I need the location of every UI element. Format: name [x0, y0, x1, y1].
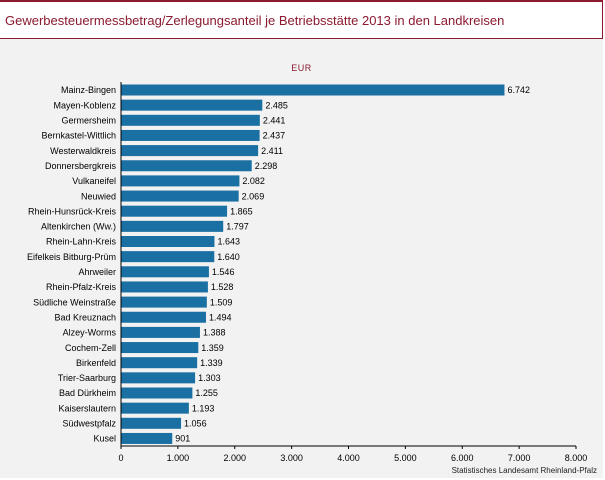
- value-label: 2.485: [265, 100, 288, 110]
- value-label: 2.298: [255, 161, 278, 171]
- category-label: Trier-Saarburg: [58, 373, 116, 383]
- category-label: Bernkastel-Wittlich: [41, 131, 116, 141]
- bar: [121, 251, 215, 263]
- category-label: Vulkaneifel: [72, 176, 116, 186]
- category-label: Birkenfeld: [76, 358, 116, 368]
- category-label: Mainz-Bingen: [61, 85, 116, 95]
- title-divider: [0, 38, 603, 39]
- x-tick-label: 8.000: [565, 453, 588, 463]
- category-label: Rhein-Lahn-Kreis: [46, 237, 117, 247]
- category-label: Bad Kreuznach: [54, 312, 116, 322]
- bar: [121, 296, 207, 308]
- category-label: Rhein-Hunsrück-Kreis: [28, 206, 117, 216]
- x-tick-label: 4.000: [337, 453, 360, 463]
- category-label: Rhein-Pfalz-Kreis: [46, 282, 117, 292]
- x-tick-label: 6.000: [451, 453, 474, 463]
- bar: [121, 175, 240, 187]
- value-label: 1.528: [211, 282, 234, 292]
- category-label: Germersheim: [61, 116, 116, 126]
- bar: [121, 357, 198, 369]
- unit-label: EUR: [291, 63, 312, 73]
- category-label: Eifelkeis Bitburg-Prüm: [27, 252, 116, 262]
- chart-panel: [0, 39, 603, 478]
- x-tick-label: 2.000: [223, 453, 246, 463]
- bar: [121, 417, 182, 429]
- value-label: 2.437: [263, 131, 286, 141]
- source-note: Statistisches Landesamt Rheinland-Pfalz: [451, 466, 597, 475]
- bar: [121, 311, 206, 323]
- value-label: 1.546: [212, 267, 235, 277]
- category-label: Neuwied: [81, 191, 116, 201]
- category-label: Südliche Weinstraße: [33, 297, 116, 307]
- bar: [121, 99, 263, 111]
- bar: [121, 372, 196, 384]
- value-label: 2.069: [242, 191, 265, 201]
- chart-title: Gewerbesteuermessbetrag/Zerlegungsanteil…: [5, 13, 505, 28]
- value-label: 2.411: [261, 146, 283, 156]
- value-label: 1.797: [226, 222, 249, 232]
- category-label: Donnersbergkreis: [45, 161, 117, 171]
- value-label: 6.742: [507, 85, 530, 95]
- category-label: Mayen-Koblenz: [53, 100, 116, 110]
- bar: [121, 220, 224, 232]
- value-label: 1.640: [217, 252, 240, 262]
- x-tick-label: 0: [118, 453, 123, 463]
- value-label: 1.865: [230, 206, 253, 216]
- value-label: 1.056: [184, 419, 207, 429]
- category-label: Cochem-Zell: [65, 343, 116, 353]
- value-label: 1.359: [201, 343, 224, 353]
- category-label: Westerwaldkreis: [50, 146, 116, 156]
- bar: [121, 205, 228, 217]
- category-label: Altenkirchen (Ww.): [41, 222, 116, 232]
- value-label: 1.255: [195, 388, 218, 398]
- value-label: 1.494: [209, 312, 232, 322]
- x-tick-label: 3.000: [280, 453, 303, 463]
- category-label: Kaiserslautern: [58, 403, 116, 413]
- bar: [121, 236, 215, 247]
- x-tick-label: 7.000: [508, 453, 531, 463]
- bar: [121, 190, 239, 202]
- bars-layer: Mainz-Bingen 6.742 Mayen-Koblenz 2.485 Germe…: [27, 82, 587, 463]
- x-tick-label: 1.000: [167, 453, 190, 463]
- category-label: Kusel: [93, 434, 116, 444]
- x-tick-label: 5.000: [394, 453, 417, 463]
- value-label: 1.303: [198, 373, 221, 383]
- value-label: 1.643: [217, 237, 240, 247]
- value-label: 901: [175, 434, 190, 444]
- bar: [121, 387, 193, 399]
- value-label: 1.388: [203, 328, 226, 338]
- bar: [121, 129, 260, 141]
- value-label: 1.193: [192, 403, 215, 413]
- category-label: Ahrweiler: [78, 267, 116, 277]
- bar: [121, 145, 259, 157]
- value-label: 2.441: [263, 116, 286, 126]
- category-label: Alzey-Worms: [63, 328, 117, 338]
- category-label: Bad Dürkheim: [59, 388, 116, 398]
- bar: [121, 160, 252, 172]
- bar: [121, 402, 189, 414]
- bar: [121, 326, 200, 338]
- bar: [121, 114, 260, 126]
- bar: [121, 432, 173, 444]
- value-label: 2.082: [242, 176, 265, 186]
- category-label: Südwestpfalz: [62, 419, 116, 429]
- bar: [121, 266, 209, 278]
- bar: [121, 281, 208, 293]
- bar: [121, 342, 199, 354]
- value-label: 1.339: [200, 358, 223, 368]
- bar: [121, 84, 505, 96]
- value-label: 1.509: [210, 297, 233, 307]
